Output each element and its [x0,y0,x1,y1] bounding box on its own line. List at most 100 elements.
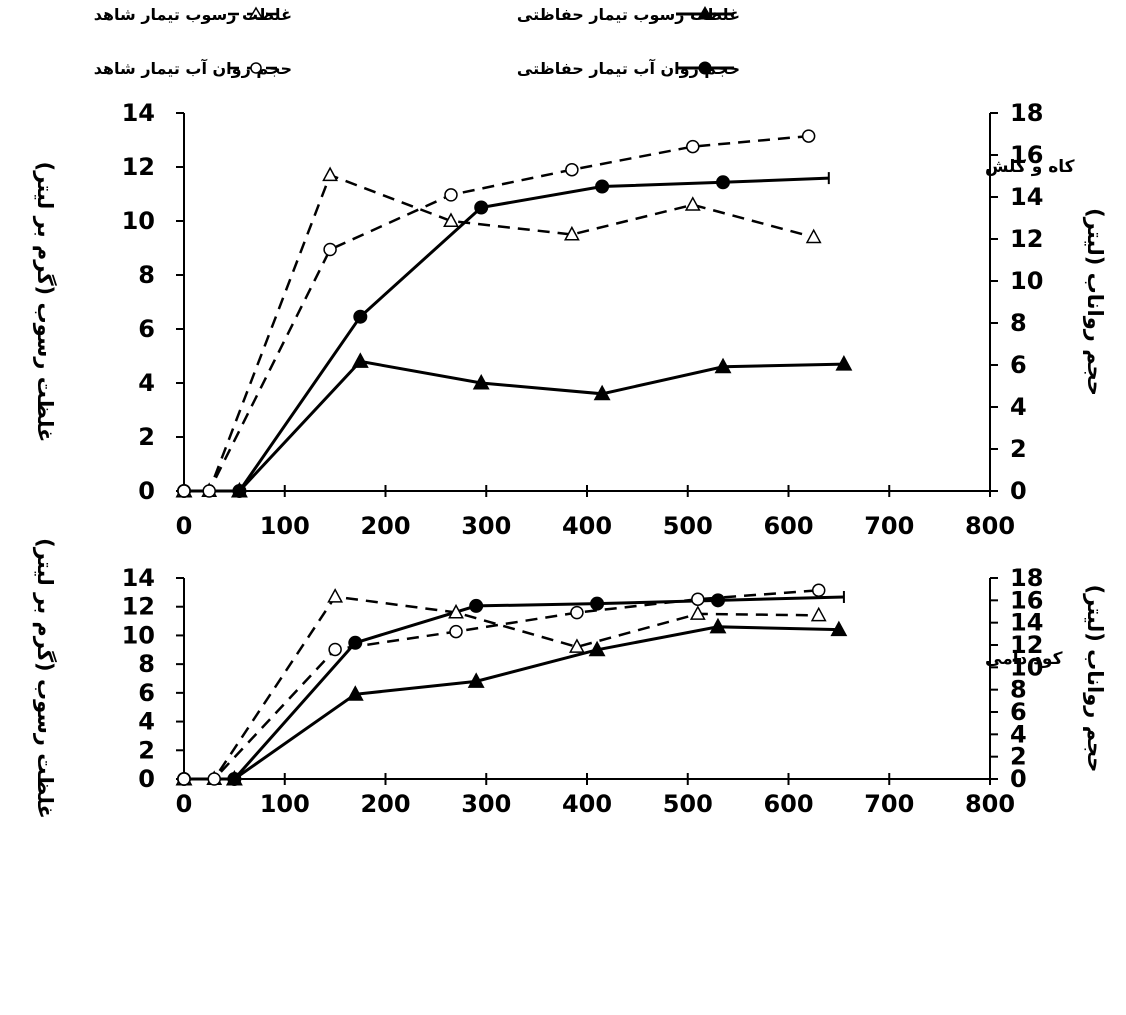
data-point-open-circle [449,624,463,639]
left-tick-label: 14 [122,564,155,592]
legend-item-sediment-control: غلظت رسوب تیمار شاهد [94,5,292,24]
legend-item-runoff-protective: حجم روان آب تیمار حفاظتی [517,58,740,78]
data-point-open-triangle [810,606,827,622]
x-tick-label: 300 [461,790,511,818]
data-point-open-circle [565,162,579,177]
right-tick-label: 6 [1010,698,1027,726]
series-line-sediment-protective [184,625,839,781]
x-tick-label: 800 [965,790,1015,818]
legend-label: غلظت رسوب تیمار شاهد [94,5,292,24]
data-point-filled-circle [353,309,368,324]
data-point-filled-triangle [835,355,853,371]
left-tick-label: 2 [138,736,155,764]
data-point-filled-triangle [467,672,485,688]
x-tick-label: 200 [360,512,410,540]
data-point-open-circle [202,484,216,498]
left-tick-label: 10 [122,621,155,649]
left-tick-label: 2 [138,423,155,451]
series-line-sediment-control [184,595,819,781]
x-tick-label: 100 [260,512,310,540]
left-tick-label: 4 [138,369,155,397]
data-point-filled-circle [469,598,484,613]
x-tick-label: 0 [176,790,193,818]
legend-label: حجم روان آب تیمار حفاظتی [517,58,740,78]
x-tick-label: 700 [864,790,914,818]
data-point-open-circle [801,129,816,143]
right-tick-label: 16 [1010,586,1043,614]
data-point-open-triangle [322,166,338,182]
right-axis-label: حجم رواناب (لیتر) [1083,208,1107,396]
right-tick-label: 14 [1010,183,1043,211]
data-point-filled-triangle [709,617,727,634]
right-tick-label: 12 [1010,631,1043,659]
open-circle-marker [250,62,262,74]
right-tick-label: 4 [1010,720,1027,748]
right-tick-label: 18 [1010,99,1043,127]
right-tick-label: 10 [1010,267,1043,295]
left-axis-label: غلظت رسوب (گرم بر لیتر) [33,538,58,819]
right-tick-label: 8 [1010,309,1027,337]
right-tick-label: 4 [1010,393,1027,421]
right-axis-label: حجم رواناب (لیتر) [1083,585,1107,773]
data-point-filled-triangle [593,384,611,401]
right-tick-label: 16 [1010,141,1043,169]
data-point-open-triangle [689,605,706,620]
left-tick-label: 4 [138,708,155,736]
data-point-filled-circle [227,772,242,786]
data-point-open-circle [323,242,337,257]
series-line-sediment-control [184,173,815,493]
right-tick-label: 18 [1010,564,1043,592]
data-point-filled-circle [716,175,731,190]
x-tick-label: 100 [260,790,310,818]
right-tick-label: 0 [1010,765,1027,793]
panel-annotation: کود دامی [985,649,1063,669]
data-point-open-circle [811,583,826,598]
series-line-runoff-control [184,589,819,781]
data-point-open-circle [686,139,700,154]
x-tick-label: 400 [562,512,612,540]
series-layer [175,129,853,498]
left-tick-label: 12 [122,153,155,181]
data-point-open-triangle [563,225,580,241]
left-axis-label: غلظت رسوب (گرم بر لیتر) [33,162,58,443]
left-tick-label: 0 [138,765,155,793]
right-tick-label: 2 [1010,435,1027,463]
left-tick-label: 0 [138,477,155,505]
filled-triangle-marker [697,6,713,20]
x-tick-label: 500 [663,790,713,818]
data-point-open-circle [328,642,342,657]
data-point-filled-triangle [351,352,369,368]
legend: غلظت رسوب تیمار شاهد غلظت رسوب تیمار حفا… [94,5,740,78]
x-tick-label: 600 [763,512,813,540]
left-tick-label: 8 [138,650,155,678]
left-tick-label: 6 [138,679,155,707]
open-triangle-marker [248,6,264,19]
data-point-open-triangle [448,603,464,619]
data-point-open-circle [207,772,221,786]
data-point-filled-circle [232,484,247,498]
data-point-filled-circle [474,200,489,215]
data-point-open-triangle [805,228,822,244]
right-tick-label: 0 [1010,477,1027,505]
right-tick-label: 6 [1010,351,1027,379]
data-point-open-circle [691,592,705,606]
left-tick-label: 8 [138,261,155,289]
data-point-filled-triangle [588,640,606,657]
right-tick-label: 8 [1010,676,1027,704]
x-tick-label: 800 [965,512,1015,540]
legend-item-sediment-protective: غلظت رسوب تیمار حفاظتی [517,5,740,24]
left-tick-label: 12 [122,593,155,621]
data-point-open-circle [177,772,191,786]
legend-label: حجم روان آب تیمار شاهد [94,58,292,78]
right-tick-label: 12 [1010,225,1043,253]
left-tick-label: 10 [122,207,155,235]
data-point-filled-circle [590,596,605,611]
x-tick-label: 600 [763,790,813,818]
x-tick-label: 0 [176,512,193,540]
right-tick-label: 2 [1010,743,1027,771]
data-point-filled-triangle [472,373,490,390]
x-tick-label: 500 [663,512,713,540]
